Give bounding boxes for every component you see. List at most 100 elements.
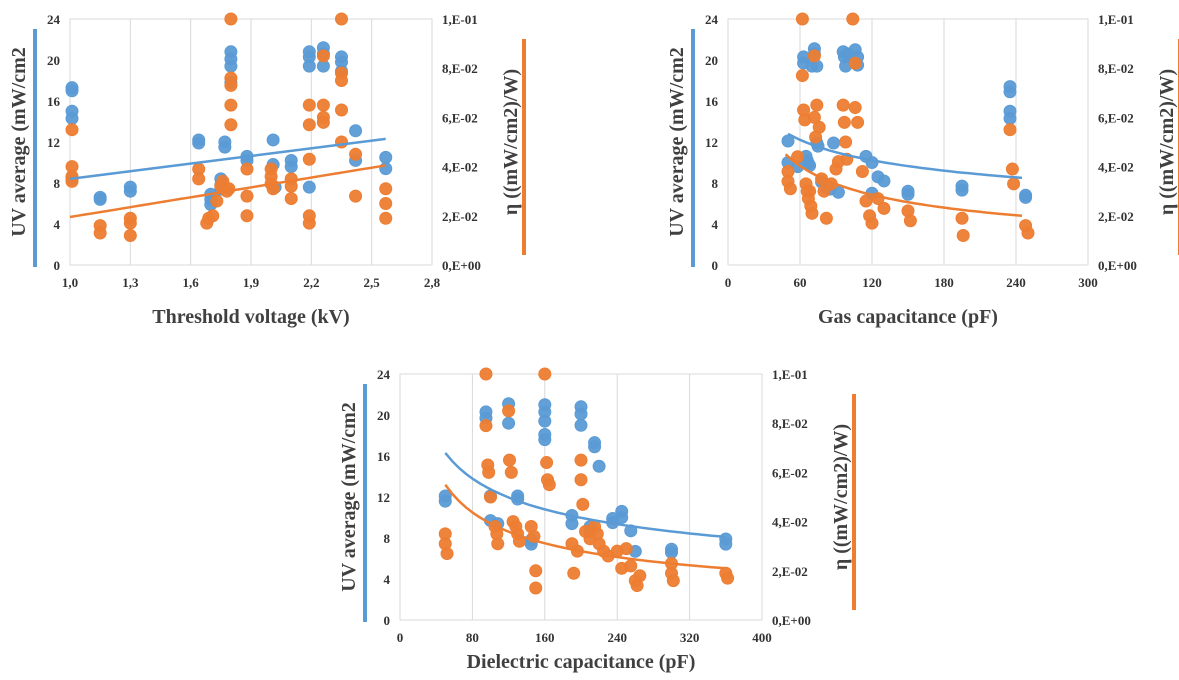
uv-trendline: [787, 132, 1023, 180]
eta-point: [666, 574, 680, 588]
y-right-tick-label: 0,E+00: [1098, 258, 1137, 273]
eta-point: [819, 211, 833, 225]
x-tick-label: 1,6: [183, 275, 200, 290]
y-left-tick-label: 0: [384, 613, 391, 628]
uv-point: [192, 136, 206, 150]
eta-point: [540, 456, 554, 470]
y-left-tick-label: 12: [47, 135, 60, 150]
uv-point: [1003, 85, 1017, 99]
dielectric-capacitance-chart: 0 80 160 240 320 400 0 4 8 12 16 20 24 0,E+00 2,E-02 4,…: [338, 367, 856, 673]
eta-point: [836, 98, 850, 112]
eta-point: [335, 74, 348, 87]
uv-point: [302, 180, 316, 194]
y-right-tick-label: 2,E-02: [442, 209, 478, 224]
uv-point: [574, 407, 588, 421]
x-tick-label: 400: [752, 630, 772, 645]
eta-point: [624, 559, 638, 573]
y-right-tick-label: 2,E-02: [1098, 209, 1134, 224]
uv-point: [588, 440, 602, 454]
y-right-axis-title: η ((mW/cm2)/W): [1156, 69, 1178, 215]
eta-point: [482, 465, 496, 479]
x-tick-label: 320: [680, 630, 700, 645]
y-right-tick-label: 8,E-02: [1098, 61, 1134, 76]
y-right-axis-title: η ((mW/cm2)/W): [500, 69, 522, 215]
eta-point: [224, 78, 238, 92]
eta-point: [1005, 162, 1019, 176]
eta-point: [576, 497, 590, 511]
x-tick-label: 300: [1078, 275, 1098, 290]
y-right-tick-label: 0,E+00: [442, 258, 481, 273]
x-tick-label: 180: [934, 275, 954, 290]
eta-point: [93, 226, 107, 240]
y-right-tick-label: 8,E-02: [772, 416, 808, 431]
y-right-tick-label: 6,E-02: [1098, 110, 1134, 125]
plot-frame: [399, 373, 763, 621]
x-tick-label: 2,2: [303, 275, 319, 290]
uv-point: [438, 494, 452, 508]
uv-point: [901, 187, 915, 201]
eta-point: [795, 69, 809, 83]
uv-trendline: [444, 452, 726, 539]
uv-point: [1019, 190, 1033, 204]
uv-point: [379, 162, 393, 176]
y-right-tick-label: 6,E-02: [772, 465, 808, 480]
y-left-tick-label: 8: [384, 531, 391, 546]
y-right-tick-label: 0,E+00: [772, 613, 811, 628]
uv-point: [665, 545, 678, 559]
y-left-tick-label: 24: [377, 367, 391, 382]
uv-point: [877, 174, 891, 188]
uv-point: [93, 192, 107, 206]
x-axis-title: Threshold voltage (kV): [152, 306, 349, 328]
eta-point: [855, 165, 869, 179]
x-tick-label: 2,5: [364, 275, 381, 290]
y-right-tick-label: 4,E-02: [442, 160, 478, 175]
uv-point: [65, 111, 79, 125]
plot-frame: [727, 18, 1089, 266]
eta-point: [795, 12, 809, 26]
eta-point: [335, 103, 348, 117]
eta-point: [846, 12, 860, 26]
uv-point: [123, 184, 137, 198]
uv-point: [955, 183, 969, 197]
x-tick-label: 120: [862, 275, 882, 290]
uv-point: [719, 537, 733, 551]
y-left-tick-label: 16: [47, 94, 61, 109]
eta-point: [302, 118, 316, 132]
y-left-tick-label: 8: [54, 176, 61, 191]
eta-point: [810, 98, 824, 112]
eta-trendline: [444, 483, 726, 570]
y-left-tick-label: 16: [377, 449, 391, 464]
uv-trendline: [69, 137, 386, 181]
uv-point: [502, 416, 516, 430]
eta-point: [206, 209, 220, 223]
x-tick-label: 0: [725, 275, 732, 290]
x-axis-title: Gas capacitance (pF): [818, 306, 998, 328]
eta-point: [633, 569, 647, 583]
uv-point: [302, 59, 316, 73]
eta-point: [903, 214, 917, 228]
uv-point: [218, 140, 232, 154]
y-left-tick-label: 20: [47, 53, 60, 68]
eta-point: [504, 465, 518, 479]
eta-point: [783, 182, 797, 196]
eta-point: [542, 478, 556, 492]
eta-point: [379, 197, 393, 210]
eta-point: [567, 566, 581, 580]
eta-trendline: [784, 153, 1023, 218]
eta-point: [619, 542, 633, 556]
eta-point: [224, 118, 238, 132]
uv-point: [615, 511, 629, 524]
eta-point: [812, 120, 826, 134]
eta-point: [210, 194, 224, 208]
uv-point: [574, 418, 588, 432]
y-right-tick-label: 1,E-01: [1098, 12, 1134, 27]
x-tick-label: 0: [397, 630, 404, 645]
y-left-axis-title: UV average (mW/cm2: [8, 47, 30, 237]
eta-point: [807, 49, 821, 63]
eta-point: [865, 216, 879, 230]
eta-point: [491, 537, 505, 551]
uv-point: [266, 133, 280, 147]
eta-point: [316, 98, 330, 112]
threshold-voltage-chart: 1,0 1,3 1,6 1,9 2,2 2,5 2,8 0 4 8 12 16 20 24 0,E+00 2,…: [8, 12, 526, 328]
eta-point: [479, 367, 493, 381]
